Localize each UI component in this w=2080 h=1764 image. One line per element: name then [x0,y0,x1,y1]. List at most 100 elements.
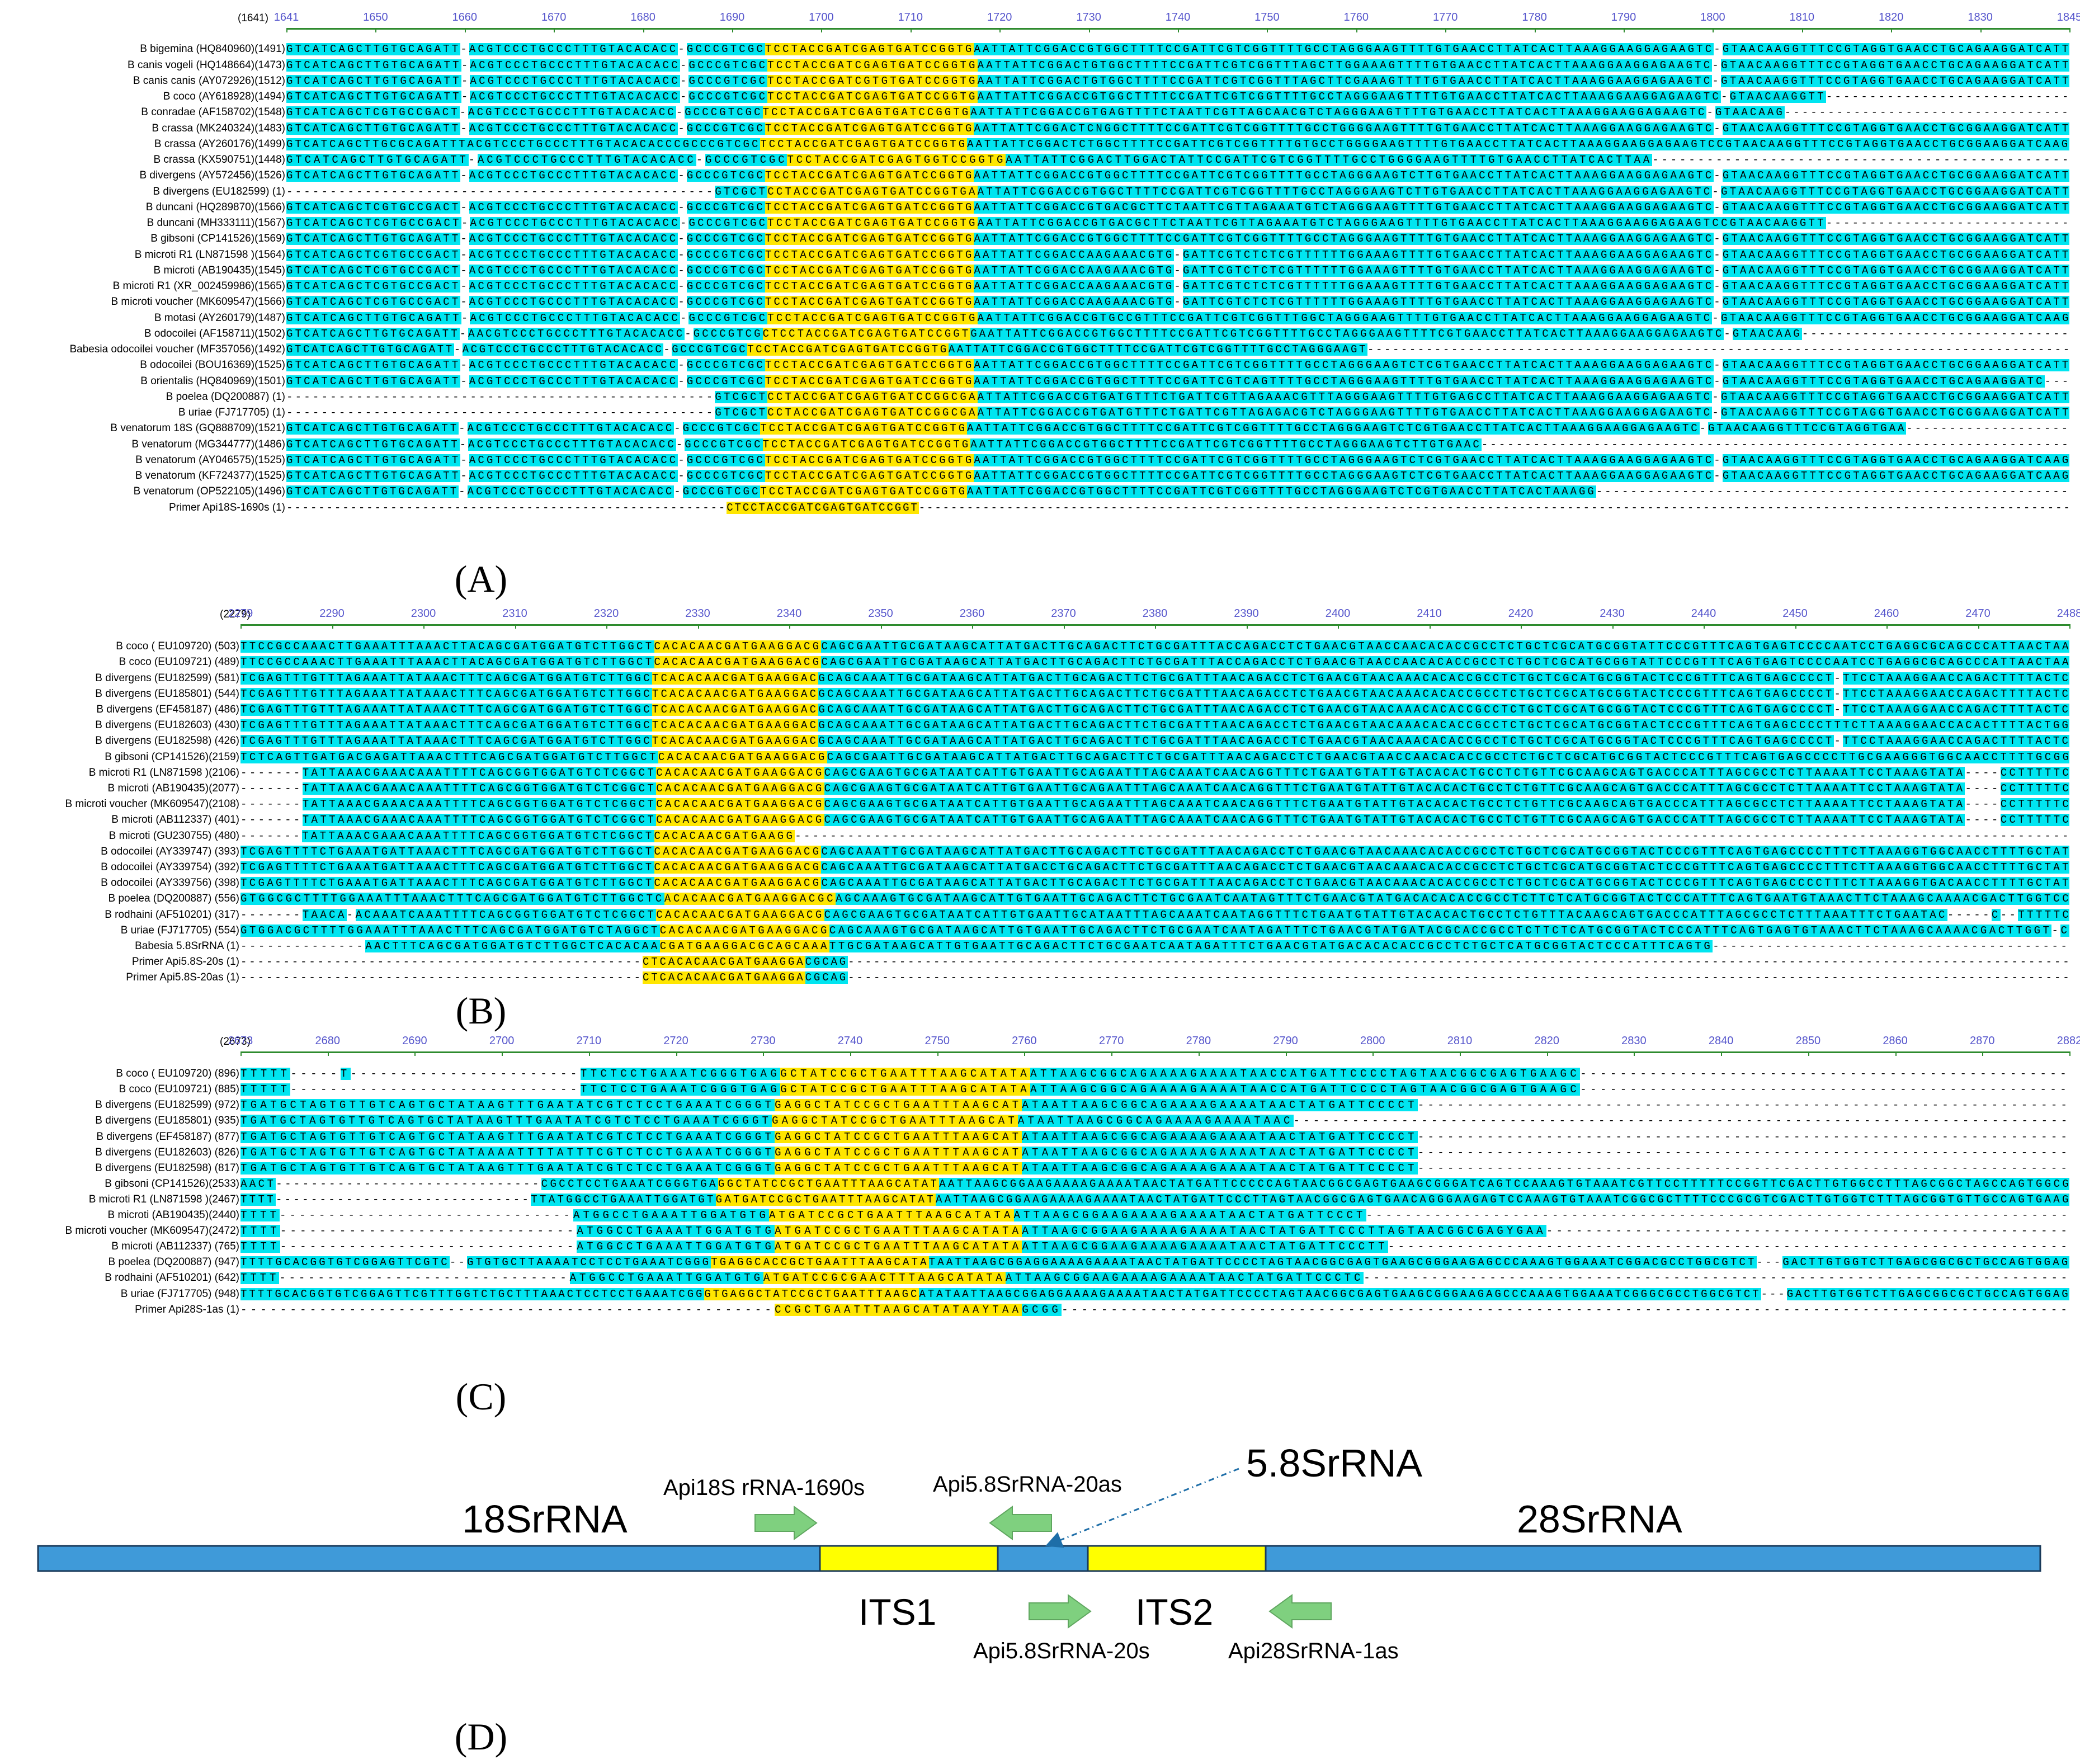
row-sequence: TCTCAGTTGATGACGAGATTAAACTTTCAGCGATGGATGT… [240,749,2069,765]
row-accession-label: B motasi (AY260179)(1487) [154,312,285,324]
row-accession-label: Primer Api18S-1690s (1) [168,501,285,513]
ruler-tick-label: 2350 [868,607,893,620]
ruler-tick [1704,624,1705,629]
row-accession-label: B microti (AB112337) (765) [111,1241,239,1253]
row-accession-label: B venatorum 18S (GQ888709)(1521) [110,422,285,435]
row-accession-label: B rodhaini (AF510201) (642) [105,1272,239,1284]
row-accession-label: B microti R1 (LN871598 )(1564) [134,248,285,261]
ruler-tick [1155,624,1156,629]
row-accession-label: B rodhaini (AF510201) (317) [105,908,239,921]
ruler-tick [1808,1051,1809,1056]
ruler-tick-label: 2460 [1874,607,1899,620]
ruler-tick-label: 2882 [2057,1035,2080,1047]
alignment-row: B microti (AB190435)(1545) GTCATCAGCTCGTG… [0,263,2080,279]
panel-c-start-offset: (2673) [220,1036,251,1048]
row-sequence: TGATGCTAGTGTTGTCAGTGCTATAAGTTTGAATATCGTC… [240,1099,2067,1112]
row-accession-label: B odocoilei (AF158711)(1502) [144,327,285,339]
panel-a-position-ruler: 1641 1650 1660 1670 1680 1690 1700 1710 1720 1730… [274,11,2080,43]
row-sequence: -------TAACA-ACAAATCAAATTTTCAGCGGTGGATGT… [240,907,2069,923]
row-accession-label: B duncani (MH333111)(1567) [147,217,286,229]
row-sequence: -------TATTAAACGAAACAAATTTTCAGCGGTGGATGT… [240,781,2069,796]
ruler-tick-label: 1810 [1789,11,1815,23]
alignment-row: B divergens (EF458187) (486) TCGAGTTTGTTT… [0,702,2080,718]
row-sequence: GTCATCAGCTTGTGCAGATT-ACGTCCCTGCCCTTTGTAC… [286,231,2069,247]
ruler-tick-label: 2850 [1795,1035,1821,1047]
ruler-tick-label: 1770 [1432,11,1458,23]
row-accession-label: B gibsoni (CP141526)(2533) [105,1177,239,1190]
row-sequence: GTCATCAGCTCGTGCCGACT-ACGTCCCTGCCCTTTGTAC… [286,217,2069,229]
row-sequence: TTTTT-----------------------------TTCTCC… [240,1083,2069,1096]
ruler-tick [375,28,377,32]
ruler-tick [697,624,699,629]
panel-d-letter: (D) [454,1715,508,1758]
ruler-tick [2069,624,2070,629]
ruler-tick [554,28,555,32]
api58s-20s-arrow-icon [1029,1594,1092,1629]
row-accession-label: B venatorum (MG344777)(1486) [131,438,285,450]
row-accession-label: Primer Api28S-1as (1) [135,1303,239,1315]
row-accession-label: B odocoilei (BOU16369)(1525) [140,359,285,371]
ruler-tick-label: 1700 [809,11,834,23]
alignment-row: B divergens (AY572456)(1526) GTCATCAGCTTG… [0,168,2080,183]
panel-b-letter: (B) [455,989,507,1032]
ruler-tick [1063,624,1065,629]
ruler-tick [240,1051,242,1056]
row-accession-label: B divergens (EU182599) (972) [95,1099,239,1111]
row-accession-label: B divergens (EU182603) (826) [95,1146,239,1158]
ruler-tick [1338,624,1339,629]
row-sequence: ----------------------------------------… [240,1303,2067,1316]
row-sequence: TCGAGTTTTCTGAAATGATTAAACTTTCAGCGATGGATGT… [240,875,2069,891]
row-sequence: TTCCGCCAAACTTGAAATTTAAACTTACAGCGATGGATGT… [240,639,2069,654]
row-accession-label: B poelea (DQ200887) (1) [166,390,285,403]
ruler-tick-label: 2750 [925,1035,950,1047]
alignment-row: B microti voucher (MK609547)(2472) TTTT--… [0,1223,2080,1239]
row-accession-label: B divergens (EU185801) (935) [95,1115,239,1127]
panel-a-start-offset: (1641) [238,12,268,24]
api58s-20as-arrow-icon [989,1506,1052,1540]
alignment-row: B microti voucher (MK609547)(1566) GTCATC… [0,294,2080,310]
row-sequence: GTCATCAGCTTGTGCAGATT-ACGTCCCTGCCCTTTGTAC… [286,41,2069,57]
alignment-row: B uriae (FJ717705) (948) TTTTGCACGGTGTCGG… [0,1286,2080,1302]
row-accession-label: B microti R1 (XR_002459986)(1565) [112,280,285,292]
row-accession-label: B divergens (AY572456)(1526) [139,169,285,182]
row-accession-label: B odocoilei (AY339754) (392) [101,861,239,873]
row-accession-label: B venatorum (AY046575)(1525) [135,454,285,466]
row-sequence: GTCATCAGCTTGTGCAGATT-ACGTCCCTGCCCTTTGTAC… [286,485,2069,498]
row-sequence: TGATGCTAGTGTTGTCAGTGCTATAAGTTTGAATATCGTC… [240,1130,2067,1143]
ruler-tick-label: 2440 [1691,607,1716,620]
api58s-20as-label: Api5.8SrRNA-20as [933,1472,1122,1497]
ruler-tick [332,624,333,629]
row-sequence: --------------AACTTTCAGCGATGGATGTCTTGGCT… [240,940,2069,952]
alignment-row: B divergens (EU182599) (1) --------------… [0,184,2080,200]
ruler-tick [414,1051,416,1056]
row-sequence: AACT------------------------------CGCCTC… [240,1176,2069,1192]
alignment-row: B bigemina (HQ840960)(1491) GTCATCAGCTTGT… [0,41,2080,57]
alignment-row: B motasi (AY260179)(1487) GTCATCAGCTTGTGC… [0,310,2080,326]
alignment-row: B microti voucher (MK609547)(2108) ------… [0,796,2080,812]
row-accession-label: Primer Api5.8S-20as (1) [126,971,239,984]
gene-map-panel-d: 18SrRNA 28SrRNA 5.8SrRNA ITS1 ITS2 Api18… [0,1432,2080,1764]
ruler-tick-label: 2410 [1417,607,1442,620]
row-sequence: GTGGCGCTTTTGGAAATTTAAACTTTCAGCGATGGATGTC… [240,891,2069,907]
alignment-row: B orientalis (HQ840969)(1501) GTCATCAGCTT… [0,374,2080,389]
ruler-tick [1429,624,1431,629]
ruler-tick-label: 1820 [1878,11,1904,23]
ruler-line [240,1051,2069,1053]
ruler-tick-label: 1710 [898,11,923,23]
row-accession-label: B duncani (HQ289870)(1566) [145,201,285,213]
row-sequence: TCGAGTTTGTTTAGAAATTATAAACTTTCAGCGATGGATG… [240,718,2069,733]
ruler-tick [1612,624,1614,629]
row-accession-label: B coco (AY618928)(1494) [163,91,285,102]
ruler-tick-label: 2390 [1234,607,1259,620]
alignment-row: B duncani (MH333111)(1567) GTCATCAGCTCGTG… [0,215,2080,231]
its1-box [819,1545,999,1572]
alignment-row: B microti (AB190435)(2077) -------TATTAAA… [0,781,2080,796]
ruler-tick-label: 2810 [1447,1035,1473,1047]
alignment-row: B gibsoni (CP141526)(2159) TCTCAGTTGATGAC… [0,749,2080,765]
ruler-tick [676,1051,677,1056]
ruler-tick [1267,28,1268,32]
ruler-tick [972,624,973,629]
ruler-tick-label: 1650 [363,11,388,23]
alignment-row: B canis canis (AY072926)(1512) GTCATCAGCT… [0,73,2080,89]
ruler-tick-label: 2370 [1051,607,1076,620]
